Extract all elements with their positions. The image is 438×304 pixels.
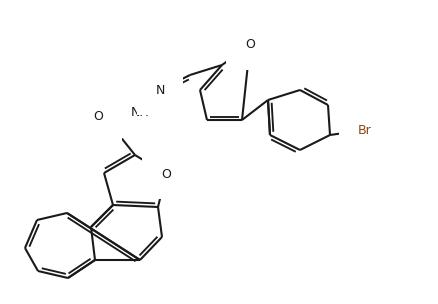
Text: O: O (93, 110, 103, 123)
Text: NH: NH (131, 106, 149, 119)
Text: O: O (245, 39, 255, 51)
Text: N: N (155, 84, 165, 96)
Text: Br: Br (358, 123, 372, 136)
Text: O: O (161, 168, 171, 181)
